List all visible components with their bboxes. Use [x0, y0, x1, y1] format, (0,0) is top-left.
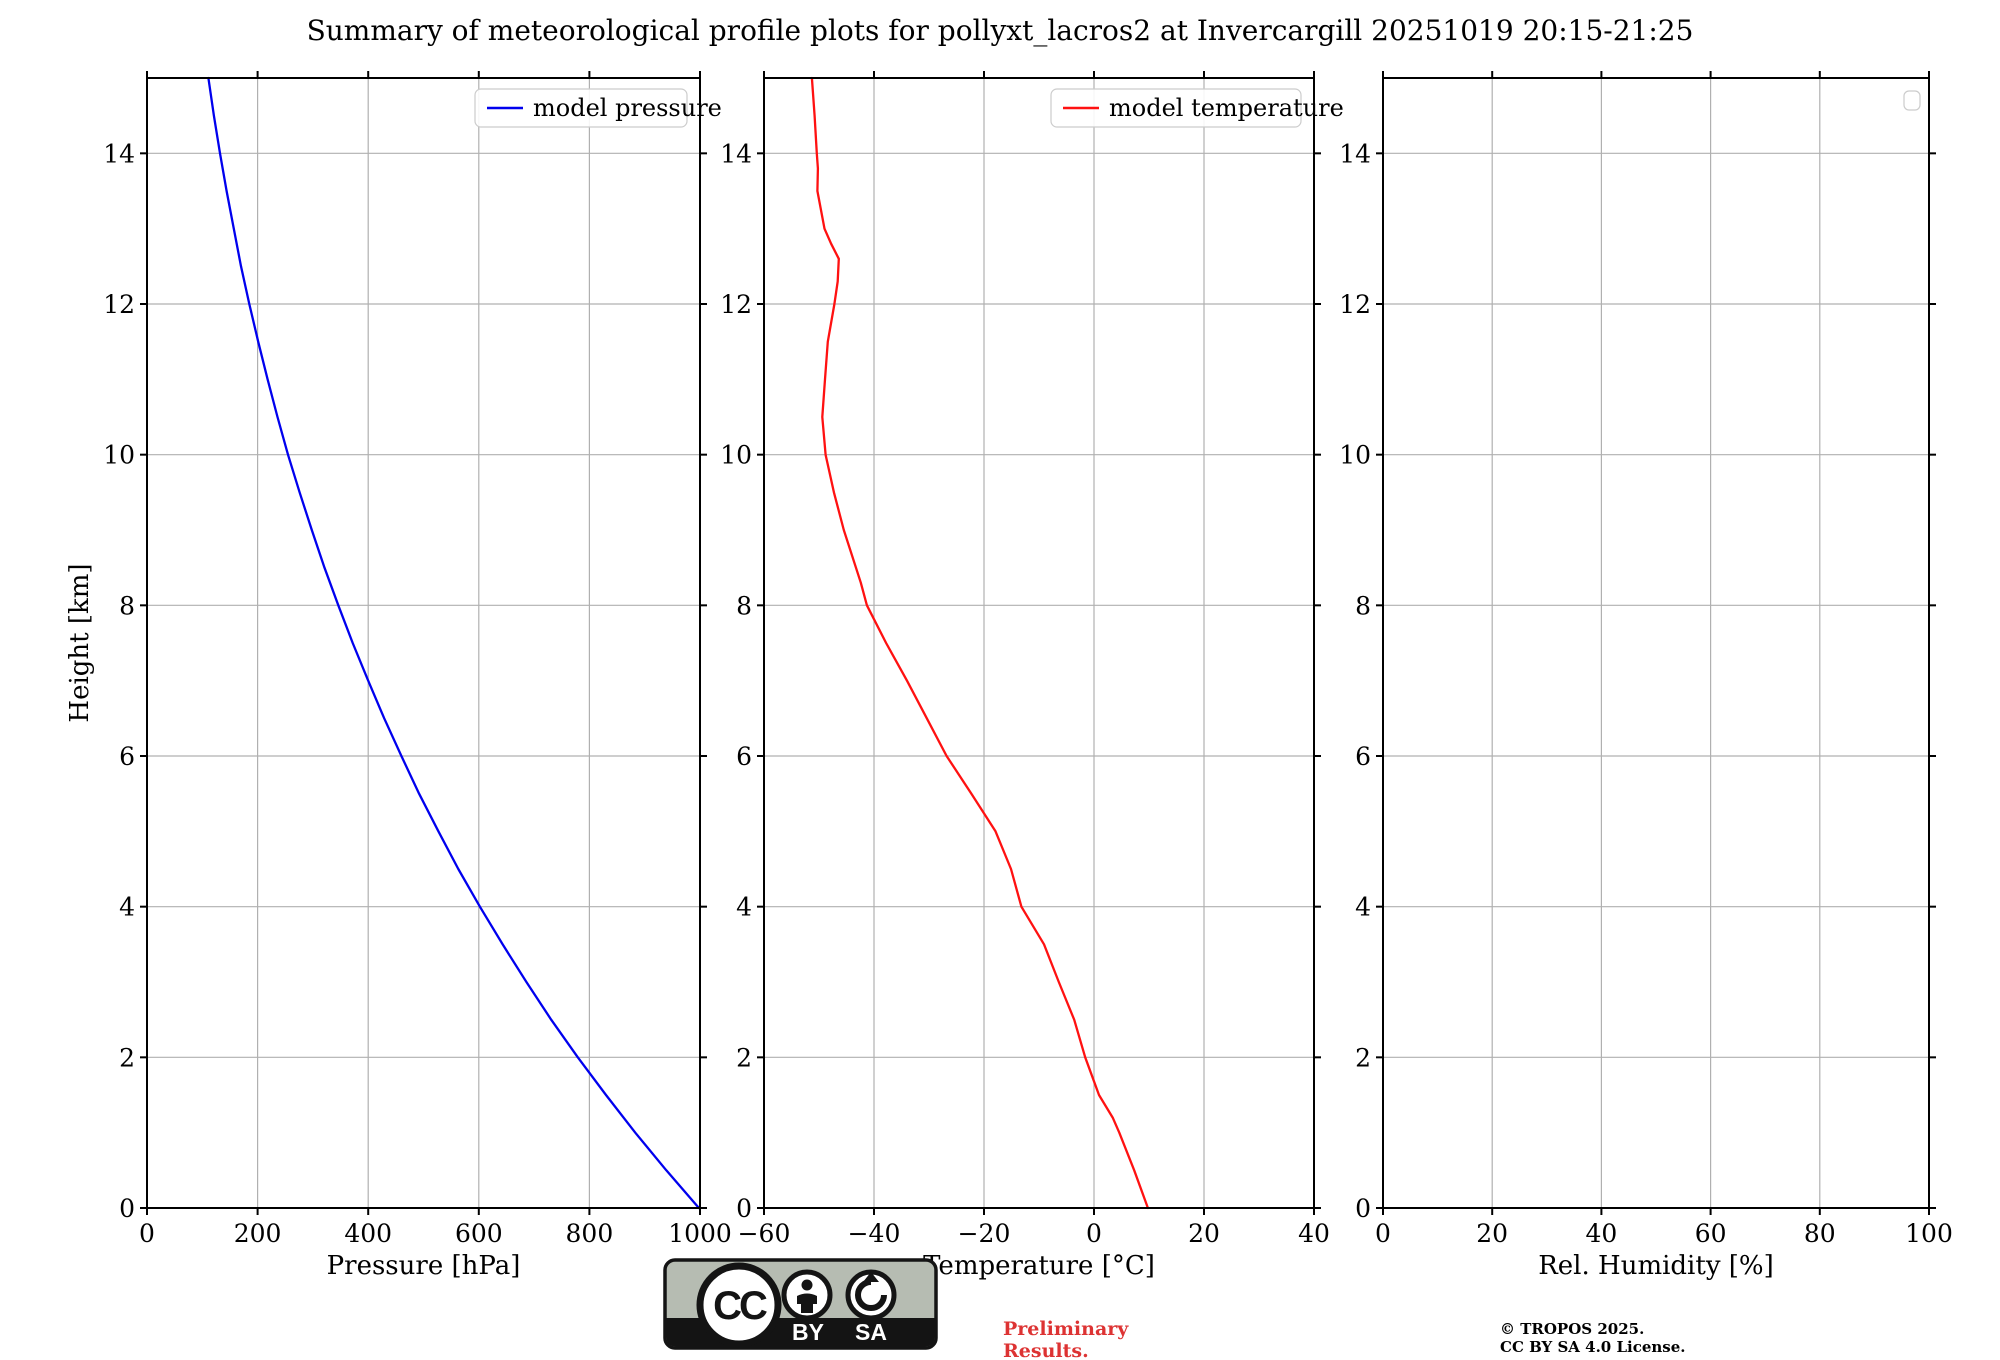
- chart-0: 0 200 400 600 800 1000 0 2 4 6 8 10 12 14 Pressure [hP…: [65, 71, 732, 1281]
- y-tick-label: 0: [736, 1194, 752, 1223]
- y-tick-label: 12: [720, 290, 752, 319]
- y-tick-label: 8: [736, 591, 752, 620]
- y-tick-label: 0: [1355, 1194, 1371, 1223]
- copyright-line1: © TROPOS 2025.: [1500, 1320, 1645, 1338]
- y-tick-label: 2: [1355, 1043, 1371, 1072]
- preliminary-line1: Preliminary: [1003, 1318, 1129, 1340]
- y-tick-label: 6: [736, 742, 752, 771]
- preliminary-line2: Results.: [1003, 1340, 1089, 1360]
- plot-border: [763, 77, 1315, 1209]
- x-tick-label: 40: [1298, 1219, 1330, 1248]
- y-tick-label: 10: [1339, 441, 1371, 470]
- series-line: [207, 76, 701, 1210]
- x-axis-label: Pressure [hPa]: [327, 1251, 521, 1281]
- x-tick-label: 0: [1086, 1219, 1102, 1248]
- x-tick-label: 400: [344, 1219, 392, 1248]
- y-tick-label: 14: [1339, 139, 1371, 168]
- person-icon: [781, 1269, 833, 1321]
- x-tick-label: −60: [738, 1219, 791, 1248]
- badge-sa-label: SA: [855, 1319, 887, 1345]
- chart-2: 0 20 40 60 80 100 0 2 4 6 8 10 12 14 Rel. Humidity [%]: [1339, 71, 1953, 1281]
- x-tick-label: 20: [1188, 1219, 1220, 1248]
- x-tick-label: 1000: [668, 1219, 732, 1248]
- x-tick-label: −40: [848, 1219, 901, 1248]
- x-tick-label: 600: [455, 1219, 503, 1248]
- x-tick-label: −20: [958, 1219, 1011, 1248]
- plot-border: [1382, 77, 1930, 1209]
- preliminary-results-note: Preliminary Results.: [1003, 1318, 1128, 1360]
- y-tick-label: 10: [720, 441, 752, 470]
- legend-label: model pressure: [533, 94, 722, 122]
- x-tick-label: 200: [234, 1219, 282, 1248]
- x-axis-label: Rel. Humidity [%]: [1538, 1251, 1774, 1281]
- series-line: [810, 76, 1150, 1210]
- y-tick-label: 10: [103, 441, 135, 470]
- plot-border: [146, 77, 701, 1209]
- x-tick-label: 20: [1476, 1219, 1508, 1248]
- y-tick-label: 12: [1339, 290, 1371, 319]
- badge-by-label: BY: [792, 1319, 824, 1345]
- y-axis-label: Height [km]: [65, 563, 95, 722]
- legend-label: model temperature: [1109, 94, 1344, 122]
- x-tick-label: 60: [1695, 1219, 1727, 1248]
- y-tick-label: 6: [1355, 742, 1371, 771]
- cc-circle-icon: [696, 1262, 782, 1348]
- y-tick-label: 6: [119, 742, 135, 771]
- chart-1: −60 −40 −20 0 20 40 0 2 4 6 8 10 12 14 Temperature [°C…: [720, 71, 1344, 1281]
- y-tick-label: 8: [119, 591, 135, 620]
- tropos-copyright: © TROPOS 2025. CC BY SA 4.0 License.: [1500, 1320, 1686, 1356]
- y-tick-label: 4: [736, 893, 752, 922]
- cc-letters: CC: [713, 1284, 767, 1328]
- legend-box: [474, 88, 688, 128]
- cc-by-sa-badge: CC BY SA: [663, 1258, 938, 1350]
- x-tick-label: 80: [1804, 1219, 1836, 1248]
- copyright-line2: CC BY SA 4.0 License.: [1500, 1338, 1686, 1356]
- empty-legend-box: [1903, 90, 1921, 111]
- y-tick-label: 2: [119, 1043, 135, 1072]
- legend-box: [1050, 88, 1302, 128]
- x-tick-label: 40: [1585, 1219, 1617, 1248]
- x-tick-label: 0: [139, 1219, 155, 1248]
- x-tick-label: 0: [1375, 1219, 1391, 1248]
- y-tick-label: 8: [1355, 591, 1371, 620]
- x-tick-label: 800: [566, 1219, 614, 1248]
- share-alike-icon: [845, 1269, 897, 1321]
- y-tick-label: 0: [119, 1194, 135, 1223]
- y-tick-label: 12: [103, 290, 135, 319]
- y-tick-label: 14: [720, 139, 752, 168]
- y-tick-label: 14: [103, 139, 135, 168]
- y-tick-label: 4: [1355, 893, 1371, 922]
- x-tick-label: 100: [1905, 1219, 1953, 1248]
- y-tick-label: 4: [119, 893, 135, 922]
- x-axis-label: Temperature [°C]: [923, 1251, 1155, 1281]
- y-tick-label: 2: [736, 1043, 752, 1072]
- page-title: Summary of meteorological profile plots …: [306, 14, 1694, 47]
